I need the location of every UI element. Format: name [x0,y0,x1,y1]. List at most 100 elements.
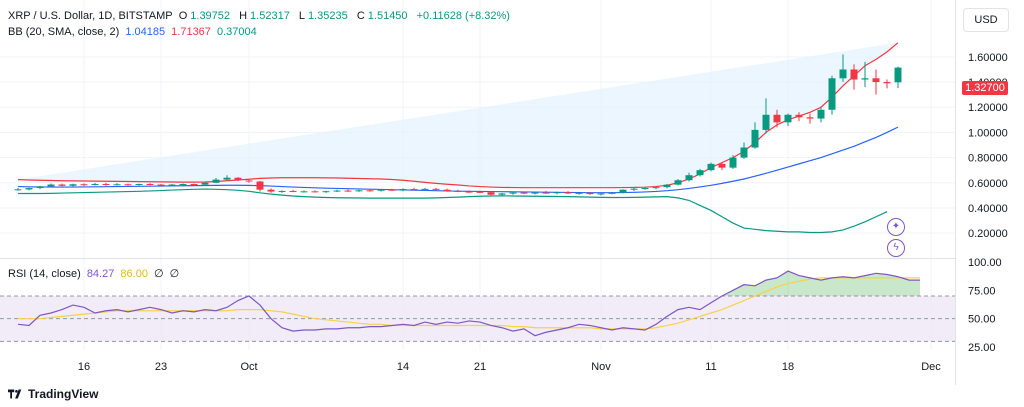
candle-body [157,184,165,186]
candle-body [597,193,605,195]
bb-upper-line [17,42,899,189]
candle [146,183,154,186]
candle [872,69,880,95]
candle-body [25,188,33,190]
candle-body [245,180,253,182]
candle [740,142,748,159]
candle [333,189,341,192]
candle [487,190,495,196]
candlesticks [14,54,902,196]
ohlc-low: L 1.35235 [299,10,351,22]
currency-button[interactable]: USD [963,8,1009,32]
candle-body [586,192,594,195]
candle-body [256,181,264,190]
candle-body [762,114,770,130]
rsi-ma-line [18,277,920,330]
rsi-legend: RSI (14, close) 84.27 86.00 ∅ ∅ [8,267,182,280]
candle [762,98,770,134]
candle [465,190,473,193]
candle [113,183,121,186]
candle-body [740,147,748,158]
candle [157,184,165,187]
candle [366,189,374,192]
candle-body [553,192,561,194]
candle-body [36,186,44,189]
candle-body [135,184,143,186]
lightning-icon[interactable]: ϟ [887,239,905,257]
candle-body [465,191,473,193]
candle-body [146,184,154,186]
candle [795,112,803,122]
ohlc-close: C 1.51450 [357,10,411,22]
candle [388,188,396,191]
candle-body [300,191,308,193]
candle-body [102,184,110,186]
rsi-tick-label: 25.00 [968,342,996,354]
candle-body [366,190,374,192]
candle-body [883,82,891,84]
candle [718,162,726,171]
close-label: C [356,10,365,22]
candle [80,183,88,186]
candle-body [267,189,275,192]
bollinger-bands [17,42,899,234]
candle-body [619,189,627,193]
candle [36,185,44,190]
candle-body [234,177,242,181]
tradingview-branding[interactable]: TradingView [8,387,98,401]
candle [498,192,506,196]
high-value: 1.52317 [250,10,290,22]
rsi-empty-1: ∅ [154,268,164,280]
candle-body [498,193,506,195]
candle [190,183,198,186]
candle-body [784,114,792,123]
candle [124,183,132,186]
candle-body [652,187,660,189]
candle-body [80,184,88,186]
low-value: 1.35235 [308,10,348,22]
candle-body [476,191,484,193]
candle-body [487,192,495,195]
rsi-axis: 100.00 75.00 50.00 25.00 [968,257,1002,354]
candle [135,183,143,186]
rsi-tick-label: 50.00 [968,314,996,326]
candle [91,182,99,186]
rsi-ma-value: 86.00 [120,268,148,280]
candle [410,187,418,191]
candle-body [575,192,583,194]
candle [630,187,638,191]
time-tick-label: Nov [591,361,611,373]
candle [399,188,407,192]
candle-body [707,163,715,171]
sparkle-icon[interactable]: ✦ [887,218,905,236]
candle [817,107,825,123]
candle-body [795,114,803,118]
bb-lower-value: 0.37004 [216,26,257,38]
candle-body [223,177,231,180]
candle-body [201,182,209,185]
candle [223,175,231,181]
candle-body [113,184,121,186]
candle [553,191,561,195]
candle-body [333,190,341,192]
time-tick-label: 18 [782,361,794,373]
candle-body [729,157,737,168]
candle-body [531,192,539,194]
price-tick-label: 1.20000 [968,102,1008,114]
candle [883,79,891,89]
ohlc-open: O 1.39752 [179,10,233,22]
candle-body [861,78,869,80]
candle [542,190,550,194]
candle [586,191,594,195]
candle [608,191,616,195]
candle-body [663,184,671,188]
change-value: +0.11628 (+8.32%) [416,10,510,22]
candle-body [641,188,649,190]
candle [575,191,583,195]
candle [443,188,451,192]
price-tick-label: 0.20000 [968,228,1008,240]
candle-body [355,190,363,192]
rsi-name: RSI (14, close) [8,268,81,280]
last-price-tag: 1.32700 [962,81,1008,95]
